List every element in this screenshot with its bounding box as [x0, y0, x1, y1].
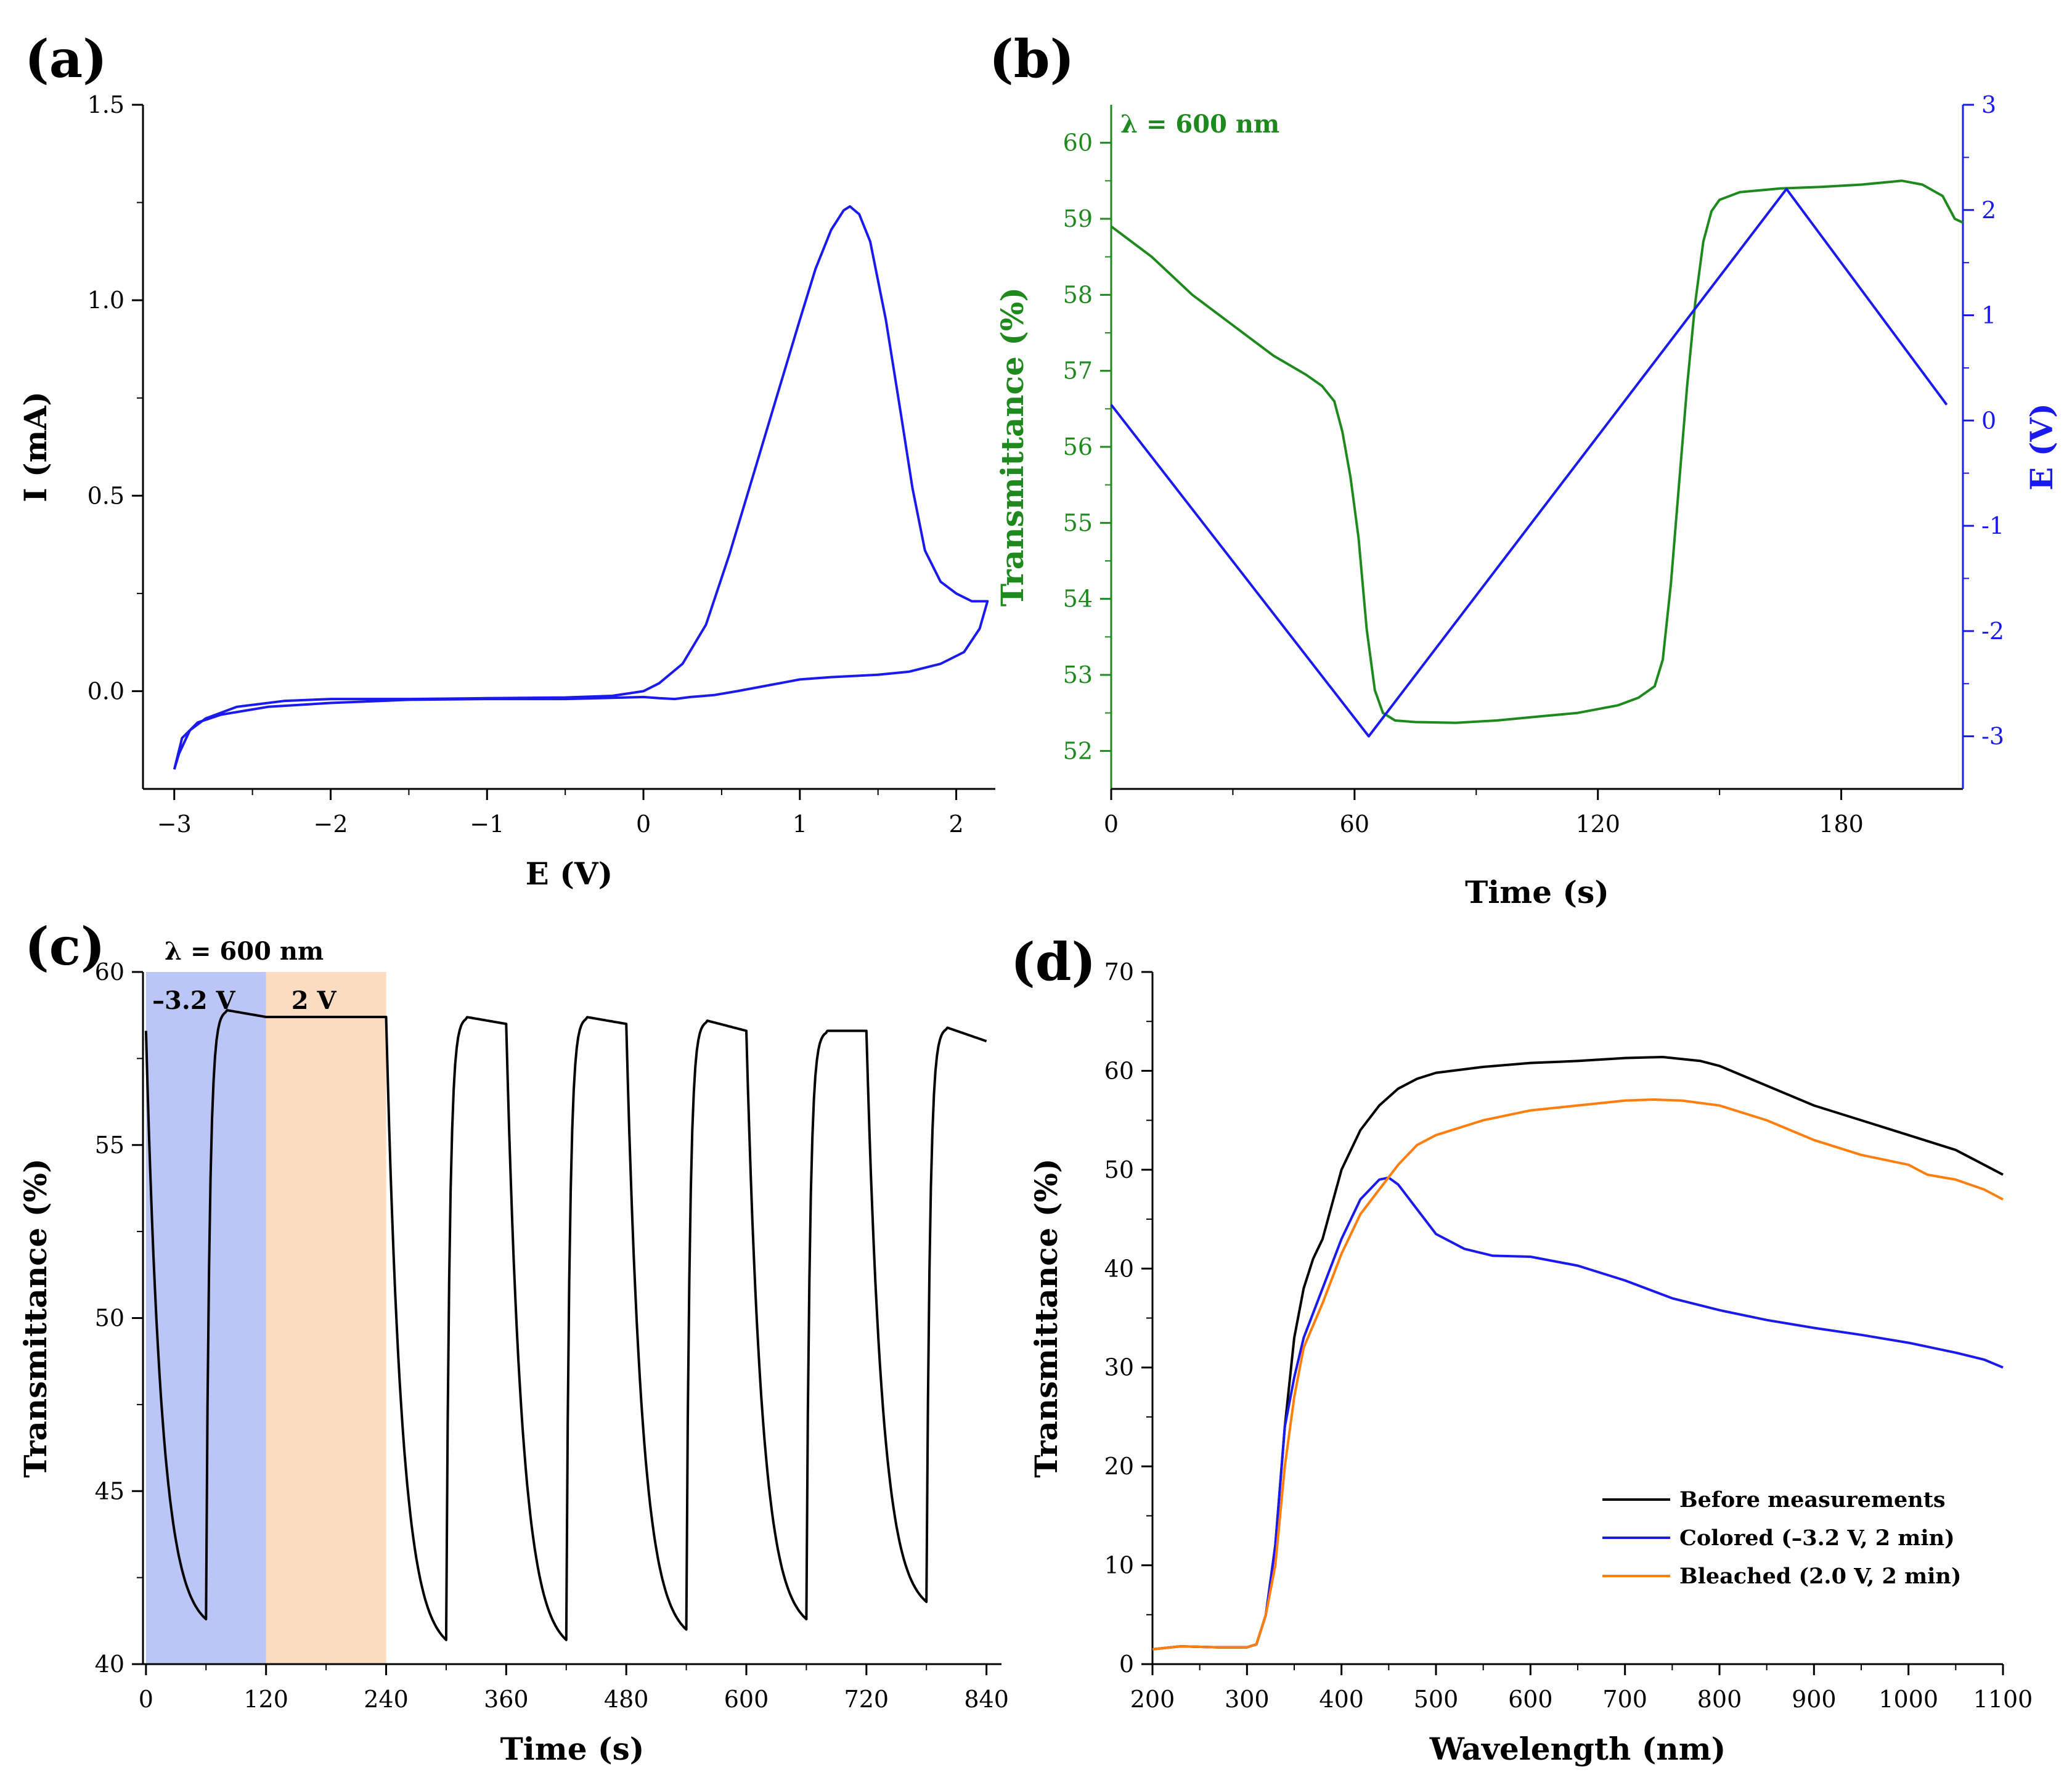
y-tick-label: 45 — [95, 1477, 124, 1504]
panel-d: (d) 200 300 400 500 600 700 800 900 1000 1100 0 10 20… — [1011, 931, 2033, 1767]
x-tick-label: 1000 — [1878, 1686, 1938, 1713]
y-right-tick-label: 2 — [1981, 197, 1996, 224]
y-tick-label: 10 — [1104, 1552, 1134, 1579]
panel-label: (c) — [25, 916, 105, 977]
x-tick-label: 500 — [1414, 1686, 1459, 1713]
y-tick-label: 58 — [1063, 281, 1093, 308]
y-tick-label: 54 — [1063, 586, 1093, 613]
y-right-tick-label: 0 — [1981, 407, 1996, 434]
y-tick-label: 50 — [1104, 1156, 1134, 1183]
x-axis-title: Time (s) — [500, 1731, 645, 1767]
x-tick-label: 2 — [948, 810, 963, 838]
y-tick-label: 0.0 — [88, 677, 124, 704]
x-tick-label: 720 — [844, 1686, 889, 1713]
y-tick-label: 30 — [1104, 1354, 1134, 1381]
transmittance-curve — [1110, 179, 1964, 724]
y-tick-label: 55 — [95, 1132, 124, 1159]
regions: –3.2 V 2 V — [145, 972, 386, 1664]
wavelength-annotation: λ = 600 nm — [1120, 110, 1279, 139]
y-right-tick-label: -1 — [1981, 512, 2004, 539]
y-tick-label: 57 — [1063, 357, 1093, 385]
y-tick-label: 70 — [1104, 958, 1134, 986]
x-tick-label: 0 — [636, 810, 651, 838]
x-axis-title: E (V) — [526, 855, 613, 892]
y-tick-label: 59 — [1063, 205, 1093, 232]
y-tick-label: 50 — [95, 1305, 124, 1332]
x-tick-label: 0 — [1104, 810, 1119, 838]
legend-label: Bleached (2.0 V, 2 min) — [1679, 1564, 1961, 1589]
x-tick-label: 240 — [364, 1686, 409, 1713]
cv-curve — [173, 205, 989, 770]
y-axis-title: Transmittance (%) — [17, 1158, 54, 1477]
panel-c: (c) 0 120 240 360 480 600 720 840 40 45 50 55 60 Time … — [17, 916, 1009, 1767]
x-tick-label: 400 — [1319, 1686, 1364, 1713]
y-axis-title: Transmittance (%) — [994, 287, 1030, 606]
transmittance-cycles-curve — [144, 1009, 987, 1641]
region-label: 2 V — [292, 986, 337, 1015]
x-tick-label: 700 — [1602, 1686, 1647, 1713]
bleached-curve — [1152, 1098, 2004, 1651]
y-axis-title: Transmittance (%) — [1028, 1158, 1064, 1477]
y-tick-label: 60 — [1104, 1057, 1134, 1084]
x-axis-title: Wavelength (nm) — [1429, 1731, 1726, 1767]
y-tick-label: 0 — [1119, 1651, 1134, 1678]
x-tick-label: 600 — [1508, 1686, 1553, 1713]
x-tick-label: 120 — [243, 1686, 288, 1713]
x-tick-label: 800 — [1697, 1686, 1742, 1713]
y-axis-right-title: E (V) — [2023, 403, 2060, 491]
y-right-tick-label: -2 — [1981, 618, 2004, 645]
x-tick-label: −2 — [313, 810, 348, 838]
wavelength-annotation: λ = 600 nm — [165, 937, 324, 966]
y-tick-label: 60 — [95, 958, 124, 986]
y-tick-label: 60 — [1063, 129, 1093, 157]
legend-label: Before measurements — [1679, 1487, 1946, 1513]
x-tick-label: −3 — [157, 810, 192, 838]
panel-label: (d) — [1011, 931, 1096, 992]
x-tick-label: −1 — [470, 810, 504, 838]
y-right-tick-label: 1 — [1981, 302, 1996, 329]
y-tick-label: 20 — [1104, 1453, 1134, 1480]
y-right-tick-label: 3 — [1981, 91, 1996, 118]
y-tick-label: 55 — [1063, 509, 1093, 536]
x-tick-label: 360 — [484, 1686, 529, 1713]
x-tick-label: 300 — [1225, 1686, 1270, 1713]
x-axis-title: Time (s) — [1465, 874, 1609, 910]
legend-label: Colored (–3.2 V, 2 min) — [1679, 1525, 1955, 1551]
x-tick-label: 120 — [1575, 810, 1620, 838]
x-tick-label: 1100 — [1973, 1686, 2033, 1713]
y-tick-label: 40 — [95, 1651, 124, 1678]
y-tick-label: 52 — [1063, 737, 1093, 764]
panel-label: (a) — [25, 28, 107, 89]
panel-a: (a) −3 −2 −1 0 1 2 0.0 0.5 1.0 1.5 E (V) I (mA) — [17, 28, 995, 892]
x-tick-label: 840 — [964, 1686, 1009, 1713]
y-tick-label: 56 — [1063, 433, 1093, 460]
y-tick-label: 53 — [1063, 661, 1093, 688]
x-tick-label: 1 — [793, 810, 807, 838]
region-bleaching — [266, 972, 386, 1664]
y-tick-label: 1.0 — [88, 287, 124, 314]
x-tick-label: 480 — [604, 1686, 649, 1713]
y-tick-label: 1.5 — [88, 91, 124, 118]
y-tick-label: 0.5 — [88, 482, 124, 509]
region-label: –3.2 V — [152, 986, 236, 1015]
x-tick-label: 600 — [724, 1686, 769, 1713]
x-tick-label: 900 — [1792, 1686, 1837, 1713]
potential-curve — [1110, 187, 1948, 738]
panel-label: (b) — [989, 28, 1074, 89]
y-axis-title: I (mA) — [17, 391, 54, 502]
x-tick-label: 60 — [1340, 810, 1369, 838]
before-measurements-curve — [1152, 1056, 2004, 1651]
y-tick-label: 40 — [1104, 1255, 1134, 1282]
x-tick-label: 200 — [1130, 1686, 1175, 1713]
y-right-tick-label: -3 — [1981, 723, 2004, 750]
x-tick-label: 180 — [1819, 810, 1864, 838]
x-tick-label: 0 — [139, 1686, 153, 1713]
legend: Before measurements Colored (–3.2 V, 2 mi… — [1602, 1487, 1961, 1589]
